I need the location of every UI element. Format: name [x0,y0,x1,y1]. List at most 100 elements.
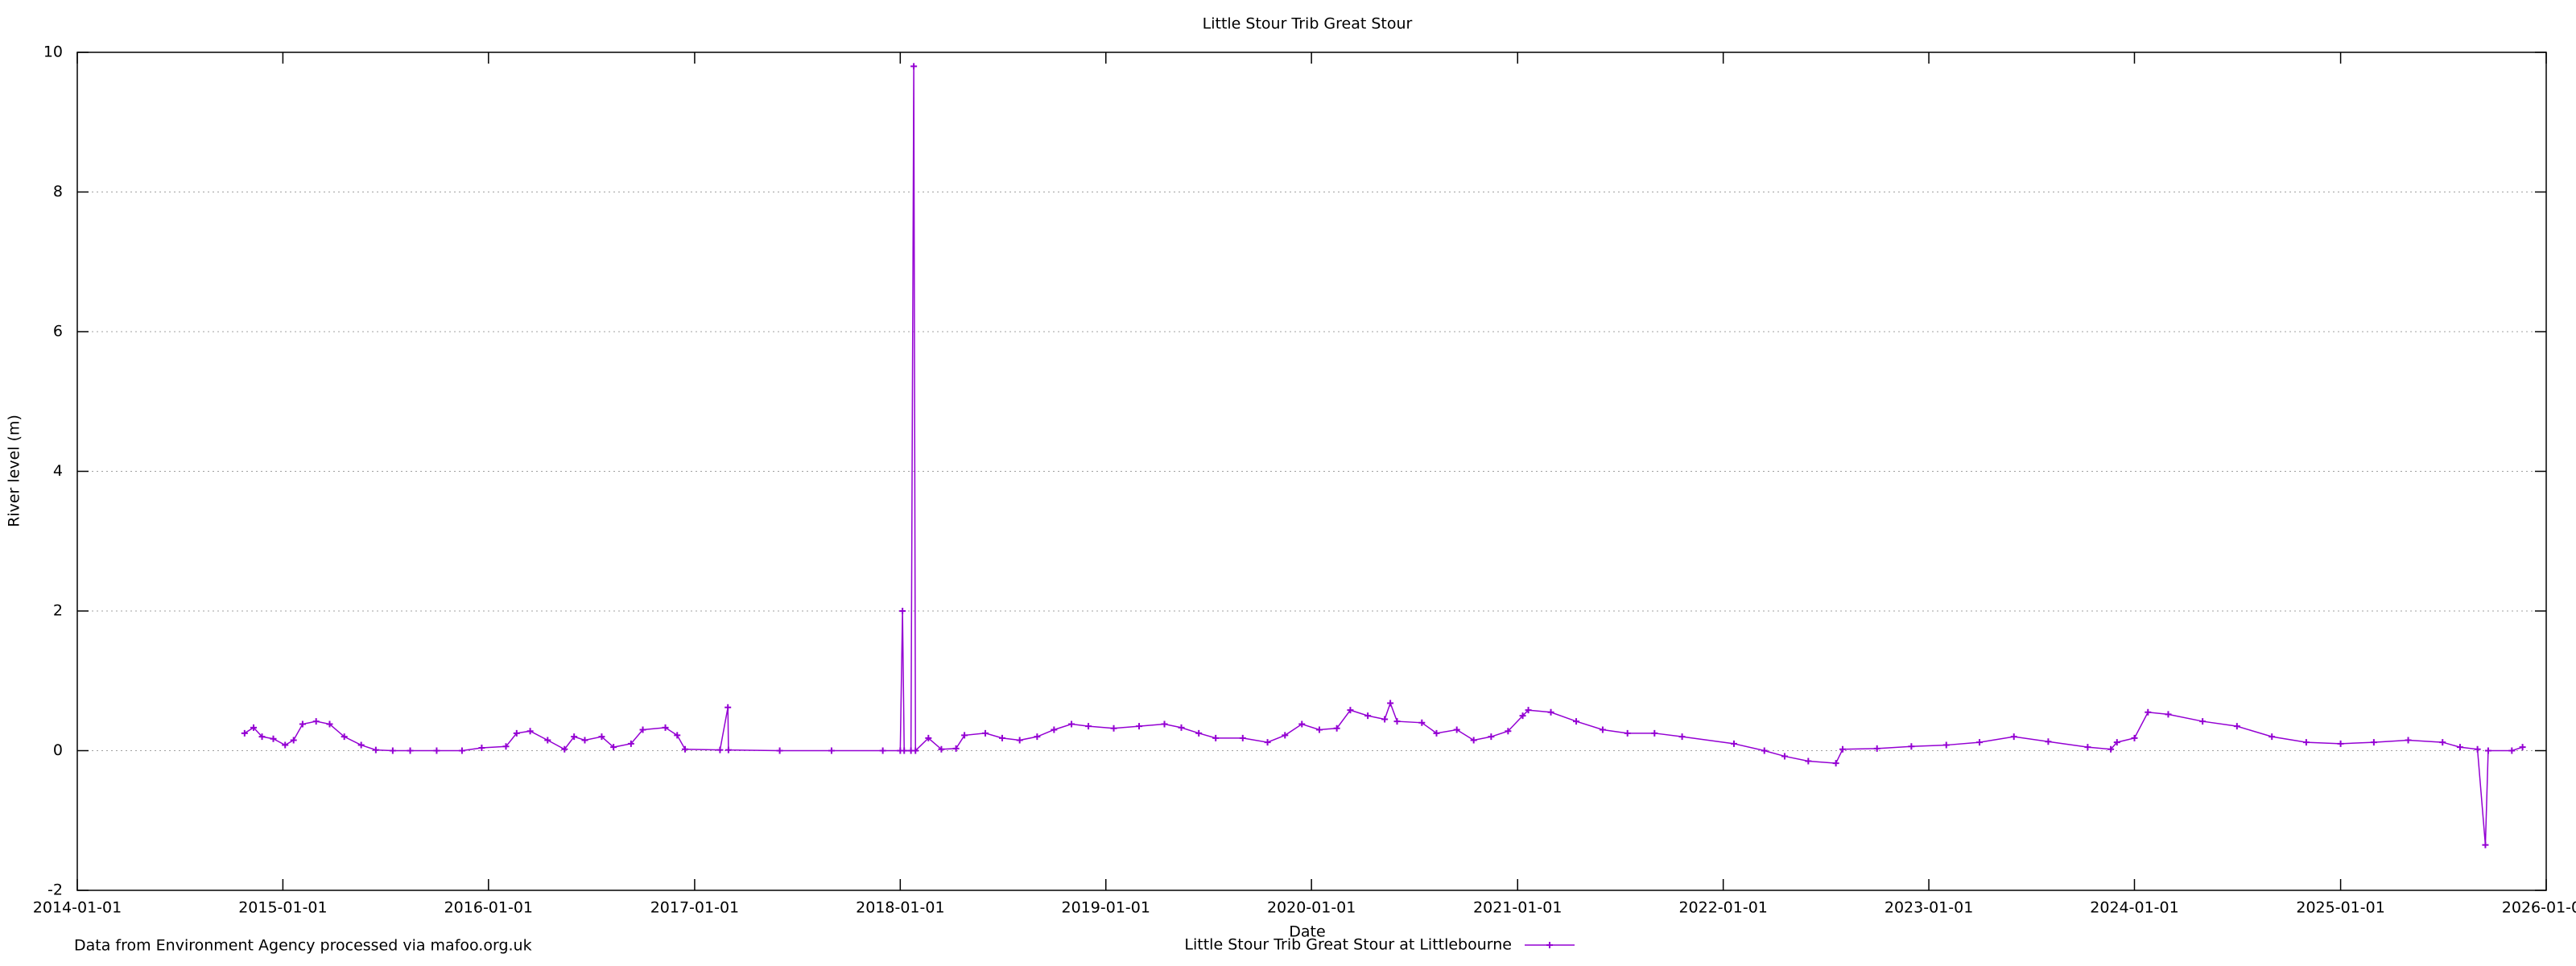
data-point [2165,711,2172,718]
data-point [1381,716,1389,723]
data-point [1942,741,1950,749]
data-point [1161,720,1168,728]
x-tick-label: 2020-01-01 [1267,899,1356,917]
data-point [2439,739,2446,746]
data-point [1505,728,1512,735]
data-point [2405,737,2412,744]
data-point [241,729,248,737]
x-tick-label: 2017-01-01 [650,899,739,917]
data-point [2268,733,2276,741]
data-point [1519,712,1526,720]
data-point [312,718,320,725]
data-point [1873,745,1880,752]
data-point [724,704,732,711]
data-point [458,747,465,754]
data-point [2337,740,2344,747]
x-tick-label: 2021-01-01 [1473,899,1562,917]
data-point [1805,758,1812,765]
data-point [998,734,1005,741]
data-point [1195,729,1203,737]
data-point [1136,723,1143,730]
data-point [1051,726,1058,733]
data-point [879,747,886,754]
data-point [1599,726,1606,733]
data-point [2370,739,2377,746]
y-tick-label: 0 [53,741,63,759]
data-point [2302,739,2310,746]
data-point [2084,744,2091,751]
data-point [1178,724,1185,731]
data-point [526,728,534,735]
data-point [724,746,732,753]
data-point [1393,718,1401,725]
data-point [952,745,960,752]
data-point [1832,760,1839,767]
data-point [270,735,277,742]
data-point [2484,747,2491,754]
data-point [1068,720,1075,728]
plot-frame [76,52,2547,891]
data-point [1730,740,1737,747]
data-point [1110,724,1117,732]
source-note: Data from Environment Agency processed v… [74,937,532,955]
data-point [372,746,379,753]
data-point [910,63,918,70]
data-point [1678,733,1686,741]
x-tick-label: 2024-01-01 [2090,899,2178,917]
data-point [581,737,588,744]
y-axis-label: River level (m) [6,415,23,527]
data-point [2474,745,2481,753]
x-tick-label: 2019-01-01 [1062,899,1150,917]
legend-swatch-point [1546,942,1553,948]
y-tick-label: 8 [53,183,63,200]
data-point [258,733,266,741]
data-point [961,732,968,739]
data-point [2456,744,2463,751]
data-point [1976,739,1984,746]
y-tick-label: 2 [53,602,63,620]
data-point [662,724,669,731]
data-point [2010,733,2017,741]
data-point [290,737,297,744]
data-point [982,729,989,737]
x-tick-label: 2023-01-01 [1885,899,1973,917]
chart-title: Little Stour Trib Great Stour [1203,15,1413,33]
y-tick-label: 4 [53,462,63,480]
data-point [544,737,551,744]
data-point [925,734,932,741]
x-tick-label: 2018-01-01 [856,899,944,917]
data-point [2233,723,2240,730]
x-tick-label: 2016-01-01 [444,899,533,917]
data-point [326,720,333,728]
data-point [571,733,578,741]
data-point [357,741,365,749]
data-point [1781,753,1788,760]
data-point [2145,708,2152,716]
data-point [674,732,681,739]
data-point [1453,726,1460,733]
data-point [1651,729,1658,737]
data-point [2199,718,2207,725]
data-point [389,747,396,754]
data-point [1347,707,1354,714]
data-point [1264,739,1271,746]
x-tick-label: 2014-01-01 [33,899,122,917]
data-point [513,729,520,737]
data-point [899,608,906,614]
data-point [407,747,414,754]
data-point [1624,729,1631,737]
data-point [1908,743,1915,750]
data-point [282,741,289,749]
data-point [1761,747,1768,754]
data-point [299,720,306,728]
data-point [561,745,568,753]
data-point [1016,737,1023,744]
data-point [1839,745,1847,753]
data-point [610,744,617,751]
data-point [478,745,485,752]
data-point [1488,733,1495,741]
data-point [1433,729,1440,737]
data-point [2045,738,2052,745]
